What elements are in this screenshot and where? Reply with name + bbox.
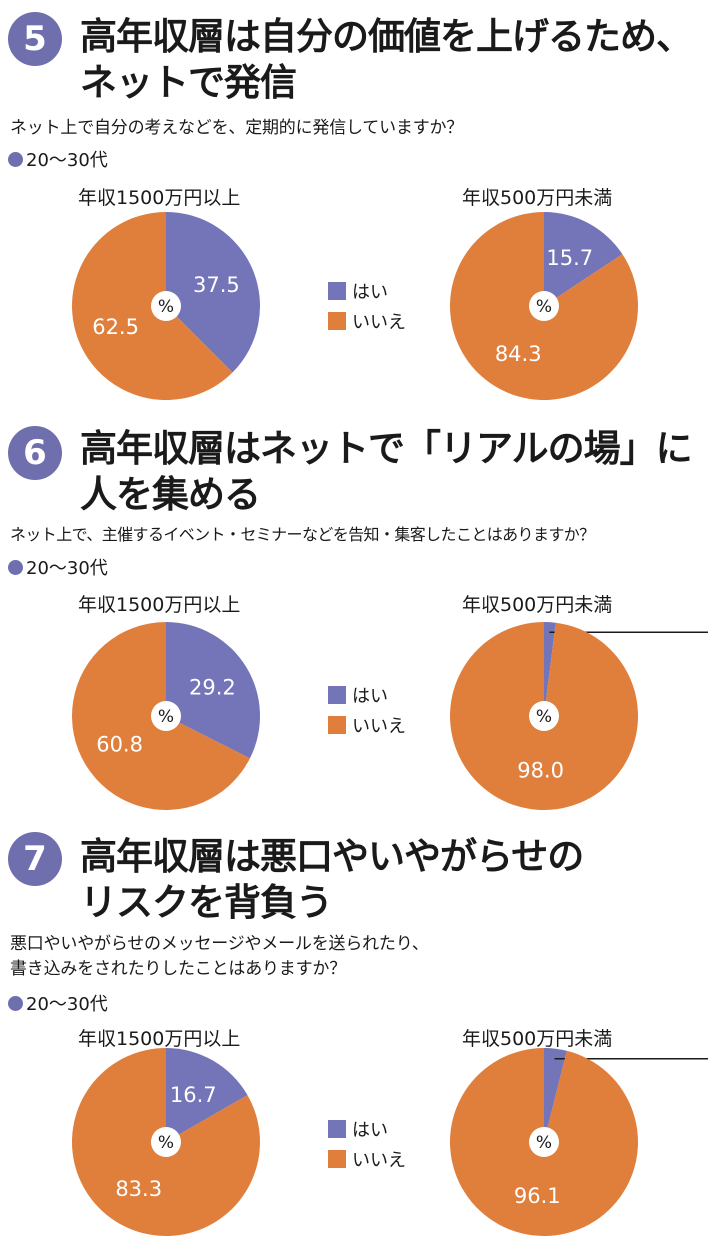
age-group-label: 20〜30代 [26,994,108,1015]
data-label-yes: 16.7 [170,1083,217,1107]
pie-slice-yes [166,1048,248,1142]
pie-slice-yes [544,1048,567,1142]
survey-question: ネット上で自分の考えなどを、定期的に発信していますか？ [10,116,463,141]
legend-item-yes: はい [328,680,406,710]
pie-chart-high-income: 29.2 60.8% [71,622,260,810]
question-line-1: 悪口やいやがらせのメッセージやメールを送られたり、 [10,934,429,954]
bullet-dot-icon [8,151,23,167]
pie-slice-yes [544,212,623,306]
data-label-no: 83.3 [115,1177,162,1201]
legend-item-no: いいえ [328,1144,406,1174]
heading-line-1: 高年収層はネットで「リアルの場」に [80,427,693,470]
section-number-badge: 7 [8,832,62,886]
chart-title-high-income: 年収1500万円以上 [78,187,241,209]
section-heading: 高年収層は自分の価値を上げるため、 ネットで発信 [80,14,693,106]
legend: はい いいえ [328,1114,406,1174]
legend-item-yes: はい [328,276,406,306]
pie-slice-yes [166,622,260,759]
data-label-no: 98.0 [517,758,564,782]
chart-title-low-income: 年収500万円未満 [462,1028,613,1050]
legend: はい いいえ [328,276,406,336]
heading-line-2: 人を集める [80,473,261,516]
heading-line-1: 高年収層は自分の価値を上げるため、 [80,15,693,58]
section-heading: 高年収層は悪口やいやがらせの リスクを背負う [80,834,584,926]
percent-unit-label: % [158,297,174,317]
legend-swatch-no [328,312,346,330]
percent-unit-label: % [536,1133,552,1153]
survey-question: 悪口やいやがらせのメッセージやメールを送られたり、 書き込みをされたりしたことは… [10,932,429,982]
pie-chart-low-income: 2.098.0% [450,622,708,810]
pie-chart-high-income: 37.5 62.5% [72,212,261,400]
question-line-1: ネット上で自分の考えなどを、定期的に発信していますか？ [10,118,464,138]
chart-title-low-income: 年収500万円未満 [462,187,613,209]
survey-question: ネット上で、主催するイベント・セミナーなどを告知・集客したことはありますか？ [10,522,595,547]
age-group-label: 20〜30代 [26,150,108,171]
percent-unit-label: % [536,297,552,317]
question-line-2: 書き込みをされたりしたことはありますか？ [10,959,346,979]
bullet-dot-icon [8,559,23,575]
legend-label-no: いいえ [352,716,406,737]
data-label-no: 60.8 [96,733,143,757]
data-label-no: 62.5 [92,315,139,339]
question-line-1: ネット上で、主催するイベント・セミナーなどを告知・集客したことはありますか？ [10,525,595,544]
percent-circle [151,1127,181,1157]
age-group: 20〜30代 [8,554,108,580]
legend-swatch-yes [328,1120,346,1138]
legend-label-no: いいえ [352,312,406,333]
chart-title-low-income: 年収500万円未満 [462,594,613,616]
legend-item-no: いいえ [328,710,406,740]
legend: はい いいえ [328,680,406,740]
heading-line-2: リスクを背負う [80,881,333,924]
legend-item-no: いいえ [328,306,406,336]
percent-circle [529,291,559,321]
percent-circle [529,701,559,731]
data-label-no: 84.3 [495,342,542,366]
percent-unit-label: % [158,1133,174,1153]
legend-swatch-no [328,1150,346,1168]
percent-circle [529,1127,559,1157]
chart-title-high-income: 年収1500万円以上 [78,594,241,616]
chart-title-high-income: 年収1500万円以上 [78,1028,241,1050]
legend-swatch-no [328,716,346,734]
legend-swatch-yes [328,282,346,300]
data-label-yes: 29.2 [189,675,236,699]
data-label-yes: 15.7 [546,246,593,270]
section-number-badge: 6 [8,426,62,480]
heading-line-1: 高年収層は悪口やいやがらせの [80,835,584,878]
legend-label-no: いいえ [352,1150,406,1171]
pie-chart-high-income: 16.7 83.3% [71,1048,260,1236]
legend-label-yes: はい [352,686,388,707]
data-label-yes: 37.5 [193,273,240,297]
bullet-dot-icon [8,995,23,1011]
pie-chart-low-income: 3.996.1% [449,1048,708,1236]
pie-slice-yes [544,622,556,716]
percent-circle [151,291,181,321]
section-number-badge: 5 [8,12,62,66]
percent-unit-label: % [536,707,552,727]
age-group-label: 20〜30代 [26,558,108,579]
percent-unit-label: % [158,707,174,727]
pie-chart-low-income: 15.7 84.3% [449,212,638,400]
section-heading: 高年収層はネットで「リアルの場」に 人を集める [80,426,693,518]
age-group: 20〜30代 [8,990,108,1016]
legend-label-yes: はい [352,282,388,303]
age-group: 20〜30代 [8,146,108,172]
legend-item-yes: はい [328,1114,406,1144]
legend-swatch-yes [328,686,346,704]
data-label-no: 96.1 [514,1184,561,1208]
legend-label-yes: はい [352,1120,388,1141]
heading-line-2: ネットで発信 [80,61,297,104]
percent-circle [151,701,181,731]
pie-slice-yes [166,212,261,373]
